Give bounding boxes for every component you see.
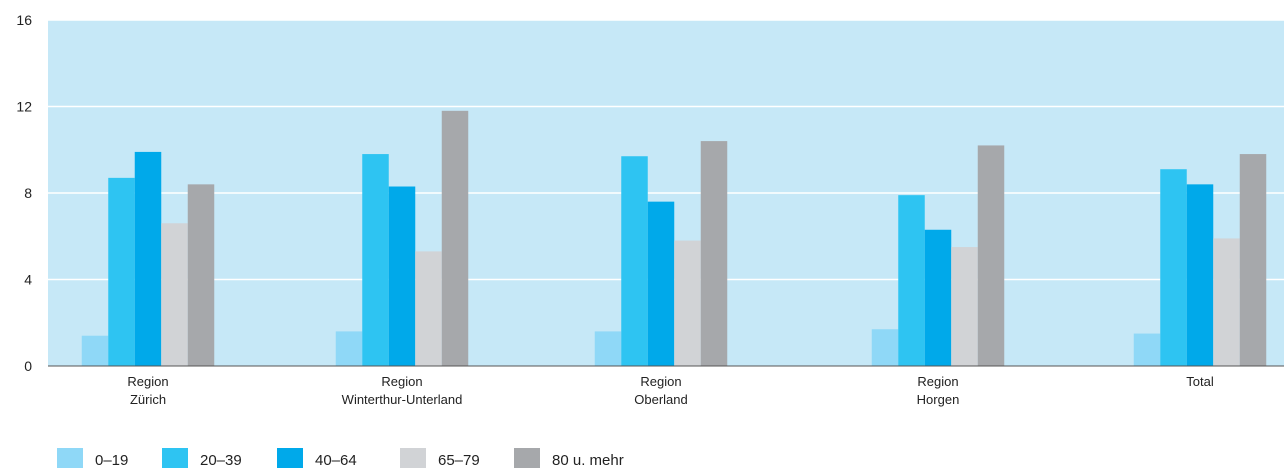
legend-label: 65–79 <box>438 452 480 468</box>
legend-label: 20–39 <box>200 452 242 468</box>
legend-label: 0–19 <box>95 452 128 468</box>
legend-swatch <box>514 448 540 468</box>
bar <box>134 151 162 366</box>
x-category-label: Winterthur-Unterland <box>342 392 463 407</box>
x-category-label: Region <box>917 374 958 389</box>
bar <box>871 329 899 366</box>
y-tick-label: 0 <box>24 358 32 374</box>
bar <box>1213 238 1240 366</box>
x-category-label: Horgen <box>917 392 960 407</box>
bar <box>415 251 442 366</box>
y-tick-label: 16 <box>16 12 32 28</box>
legend-swatch <box>57 448 83 468</box>
bar <box>674 240 701 366</box>
bar <box>977 145 1005 366</box>
bar <box>621 156 648 366</box>
x-category-label: Region <box>640 374 681 389</box>
bar <box>1186 184 1214 366</box>
bar <box>1133 333 1161 366</box>
x-category-label: Region <box>127 374 168 389</box>
grid-lines <box>48 19 1284 281</box>
y-tick-label: 4 <box>24 272 32 288</box>
y-axis-ticks: 0 4 8 12 16 <box>16 12 32 374</box>
legend: 0–19 20–39 40–64 65–79 80 u. mehr <box>57 448 624 468</box>
bar <box>594 331 622 366</box>
bar <box>898 195 925 366</box>
legend-label: 40–64 <box>315 452 357 468</box>
x-category-label: Oberland <box>634 392 687 407</box>
bar <box>700 141 728 366</box>
bar <box>108 177 135 366</box>
bar <box>335 331 363 366</box>
bar <box>388 186 416 366</box>
bar <box>951 247 978 366</box>
legend-swatch <box>277 448 303 468</box>
x-category-label: Zürich <box>130 392 166 407</box>
bars <box>81 110 1267 366</box>
x-axis-category-labels: Region Zürich Region Winterthur-Unterland Re… <box>127 374 1213 407</box>
bar <box>161 223 188 366</box>
bar <box>647 201 675 366</box>
y-tick-label: 8 <box>24 185 32 201</box>
x-category-label: Total <box>1186 374 1214 389</box>
bar <box>1239 154 1267 366</box>
legend-label: 80 u. mehr <box>552 452 624 468</box>
bar <box>1160 169 1187 366</box>
bar <box>187 184 215 366</box>
bar <box>362 154 389 366</box>
bar <box>81 335 109 366</box>
y-tick-label: 12 <box>16 99 32 115</box>
x-category-label: Region <box>381 374 422 389</box>
bar <box>924 229 952 366</box>
legend-swatch <box>400 448 426 468</box>
legend-swatch <box>162 448 188 468</box>
bar <box>441 110 469 366</box>
